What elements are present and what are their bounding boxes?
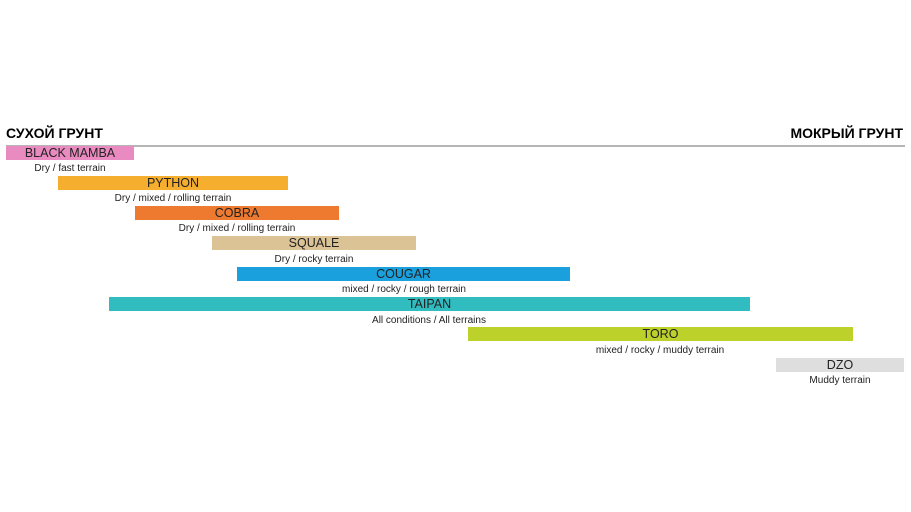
tire-name: TORO [642, 327, 679, 341]
tire-description: Dry / mixed / rolling terrain [114, 193, 232, 204]
tire-name: BLACK MAMBA [24, 146, 116, 160]
tire-name: COUGAR [376, 267, 431, 281]
tire-description: mixed / rocky / rough terrain [342, 284, 466, 295]
tire-bar-black-mamba: BLACK MAMBA [6, 146, 134, 160]
tire-bar-dzo: DZO [776, 358, 904, 372]
tire-description: Dry / mixed / rolling terrain [178, 223, 296, 234]
header-dry-label: СУХОЙ ГРУНТ [6, 125, 103, 141]
tire-description: mixed / rocky / muddy terrain [595, 345, 725, 356]
tire-bar-python: PYTHON [58, 176, 288, 190]
tire-name: DZO [826, 358, 854, 372]
axis-line [6, 145, 905, 147]
tire-bar-cobra: COBRA [135, 206, 339, 220]
tire-bar-cougar: COUGAR [237, 267, 570, 281]
tire-name: SQUALE [288, 236, 340, 250]
tire-description: Dry / rocky terrain [274, 254, 354, 265]
header-wet-label: МОКРЫЙ ГРУНТ [790, 125, 903, 141]
tire-name: PYTHON [146, 176, 200, 190]
tire-description: Muddy terrain [809, 375, 871, 386]
tire-bar-squale: SQUALE [212, 236, 416, 250]
tire-name: TAIPAN [407, 297, 452, 311]
tire-bar-toro: TORO [468, 327, 853, 341]
tire-description: All conditions / All terrains [372, 315, 486, 326]
tire-description: Dry / fast terrain [34, 163, 106, 174]
tire-name: COBRA [214, 206, 260, 220]
tire-bar-taipan: TAIPAN [109, 297, 750, 311]
